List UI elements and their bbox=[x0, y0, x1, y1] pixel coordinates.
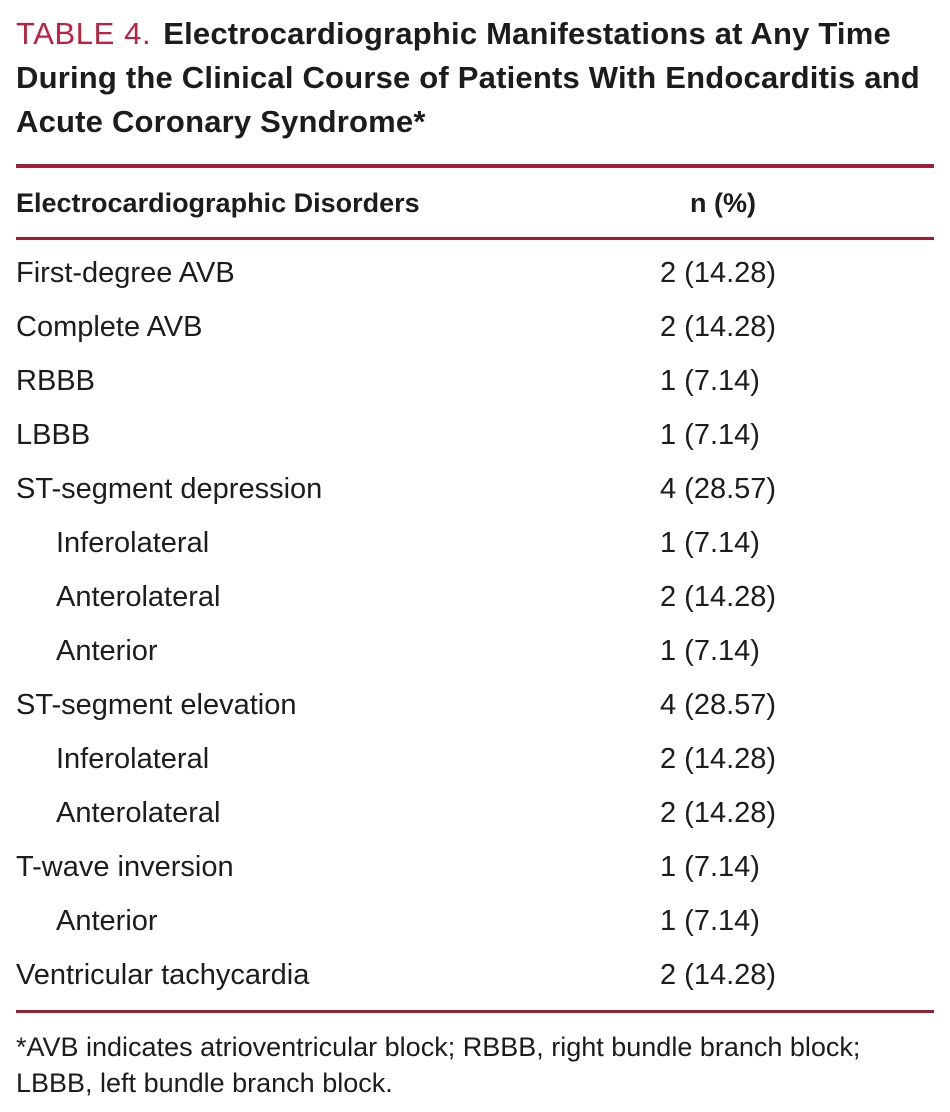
row-value: 4 (28.57) bbox=[660, 472, 777, 505]
table-row: Anterolateral 2 (14.28) bbox=[16, 570, 934, 624]
row-label: Anterior bbox=[56, 904, 158, 937]
row-label: ST-segment elevation bbox=[16, 688, 297, 721]
row-value: 1 (7.14) bbox=[660, 418, 760, 451]
table-row: Inferolateral 1 (7.14) bbox=[16, 516, 934, 570]
row-label: T-wave inversion bbox=[16, 850, 234, 883]
row-value: 1 (7.14) bbox=[660, 634, 760, 667]
row-label: Complete AVB bbox=[16, 310, 203, 343]
table-title-text: Electrocardiographic Manifestations at A… bbox=[16, 16, 920, 140]
table-row: ST-segment depression 4 (28.57) bbox=[16, 462, 934, 516]
table-row: T-wave inversion 1 (7.14) bbox=[16, 840, 934, 894]
table-row: Anterolateral 2 (14.28) bbox=[16, 786, 934, 840]
table-body: First-degree AVB 2 (14.28) Complete AVB 2 (… bbox=[16, 240, 934, 1010]
table-row: LBBB 1 (7.14) bbox=[16, 408, 934, 462]
row-value: 2 (14.28) bbox=[660, 796, 777, 829]
row-value: 2 (14.28) bbox=[660, 256, 777, 289]
row-label: Inferolateral bbox=[56, 526, 210, 559]
table-row: Complete AVB 2 (14.28) bbox=[16, 300, 934, 354]
header-col-n-percent: n (%) bbox=[690, 188, 756, 219]
table-row: RBBB 1 (7.14) bbox=[16, 354, 934, 408]
row-label: LBBB bbox=[16, 418, 91, 451]
header-col-disorders: Electrocardiographic Disorders bbox=[16, 188, 420, 219]
row-value: 2 (14.28) bbox=[660, 958, 777, 991]
bottom-rule-divider bbox=[16, 1010, 934, 1014]
row-value: 1 (7.14) bbox=[660, 364, 760, 397]
row-value: 2 (14.28) bbox=[660, 310, 777, 343]
row-value: 1 (7.14) bbox=[660, 850, 760, 883]
page-title: TABLE 4. Electrocardiographic Manifestati… bbox=[16, 12, 934, 144]
table-row: Ventricular tachycardia 2 (14.28) bbox=[16, 948, 934, 1002]
row-label: RBBB bbox=[16, 364, 95, 397]
table-row: Anterior 1 (7.14) bbox=[16, 624, 934, 678]
row-value: 4 (28.57) bbox=[660, 688, 777, 721]
table-header: Electrocardiographic Disorders n (%) bbox=[16, 168, 934, 237]
table-row: Inferolateral 2 (14.28) bbox=[16, 732, 934, 786]
row-label: Anterior bbox=[56, 634, 158, 667]
row-label: ST-segment depression bbox=[16, 472, 323, 505]
row-label: Anterolateral bbox=[56, 580, 221, 613]
row-label: Ventricular tachycardia bbox=[16, 958, 310, 991]
table-row: First-degree AVB 2 (14.28) bbox=[16, 246, 934, 300]
row-value: 2 (14.28) bbox=[660, 580, 777, 613]
header-rule-divider bbox=[16, 237, 934, 241]
row-value: 2 (14.28) bbox=[660, 742, 777, 775]
row-label: Inferolateral bbox=[56, 742, 210, 775]
row-value: 1 (7.14) bbox=[660, 904, 760, 937]
table-row: ST-segment elevation 4 (28.57) bbox=[16, 678, 934, 732]
row-value: 1 (7.14) bbox=[660, 526, 760, 559]
row-label: Anterolateral bbox=[56, 796, 221, 829]
top-rule-divider bbox=[16, 164, 934, 169]
table-number-label: TABLE 4. bbox=[16, 16, 152, 51]
row-label: First-degree AVB bbox=[16, 256, 235, 289]
table-row: Anterior 1 (7.14) bbox=[16, 894, 934, 948]
footnote: *AVB indicates atrioventricular block; R… bbox=[16, 1032, 861, 1099]
